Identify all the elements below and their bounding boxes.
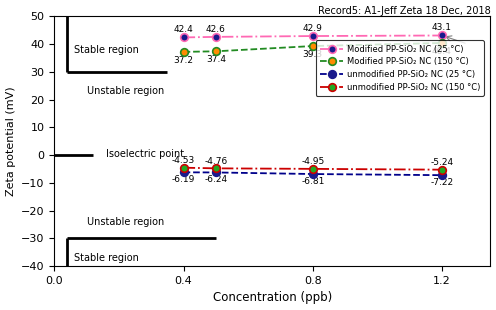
unmodified PP-SiO₂ NC (25 °C) bbox=[310, 172, 316, 176]
X-axis label: Concentration (ppb): Concentration (ppb) bbox=[213, 291, 332, 304]
unmodified PP-SiO₂ NC (150 °C) bbox=[213, 166, 219, 170]
unmodified PP-SiO₂ NC (150 °C) bbox=[310, 167, 316, 171]
Modified PP-SiO₂ NC (150 °C) bbox=[181, 50, 186, 54]
Modified PP-SiO₂ NC (150 °C) bbox=[439, 41, 445, 45]
Modified PP-SiO₂ NC (25 °C) bbox=[310, 34, 316, 38]
unmodified PP-SiO₂ NC (150 °C) bbox=[439, 168, 445, 171]
Text: -6.19: -6.19 bbox=[172, 175, 195, 184]
Text: 40.4: 40.4 bbox=[432, 47, 452, 56]
Text: 42.6: 42.6 bbox=[206, 24, 226, 33]
unmodified PP-SiO₂ NC (25 °C) bbox=[439, 173, 445, 177]
Text: 42.9: 42.9 bbox=[303, 24, 323, 33]
Modified PP-SiO₂ NC (25 °C) bbox=[439, 33, 445, 37]
Line: Modified PP-SiO₂ NC (25 °C): Modified PP-SiO₂ NC (25 °C) bbox=[180, 32, 446, 41]
Text: 37.4: 37.4 bbox=[206, 55, 226, 64]
Text: Stable region: Stable region bbox=[74, 45, 138, 55]
Y-axis label: Zeta potential (mV): Zeta potential (mV) bbox=[5, 86, 15, 196]
Text: -4.95: -4.95 bbox=[301, 157, 324, 166]
unmodified PP-SiO₂ NC (25 °C) bbox=[181, 170, 186, 174]
Text: Stable region: Stable region bbox=[74, 253, 138, 263]
Text: 37.2: 37.2 bbox=[174, 56, 193, 65]
Text: 39.3: 39.3 bbox=[303, 50, 323, 59]
Modified PP-SiO₂ NC (25 °C) bbox=[213, 35, 219, 39]
Modified PP-SiO₂ NC (25 °C) bbox=[181, 36, 186, 39]
Text: -5.24: -5.24 bbox=[431, 158, 453, 167]
unmodified PP-SiO₂ NC (25 °C) bbox=[213, 170, 219, 174]
Line: unmodified PP-SiO₂ NC (25 °C): unmodified PP-SiO₂ NC (25 °C) bbox=[180, 169, 446, 179]
Text: Record5: A1-Jeff Zeta 18 Dec, 2018: Record5: A1-Jeff Zeta 18 Dec, 2018 bbox=[318, 6, 491, 16]
Modified PP-SiO₂ NC (150 °C) bbox=[310, 44, 316, 48]
unmodified PP-SiO₂ NC (150 °C) bbox=[181, 166, 186, 170]
Text: -6.24: -6.24 bbox=[204, 175, 228, 184]
Text: -4.76: -4.76 bbox=[204, 157, 228, 166]
Line: Modified PP-SiO₂ NC (150 °C): Modified PP-SiO₂ NC (150 °C) bbox=[180, 39, 446, 56]
Text: 43.1: 43.1 bbox=[432, 23, 452, 32]
Legend: Modified PP-SiO₂ NC (25 °C), Modified PP-SiO₂ NC (150 °C), unmodified PP-SiO₂ NC: Modified PP-SiO₂ NC (25 °C), Modified PP… bbox=[316, 41, 484, 96]
Line: unmodified PP-SiO₂ NC (150 °C): unmodified PP-SiO₂ NC (150 °C) bbox=[180, 164, 446, 174]
Modified PP-SiO₂ NC (150 °C) bbox=[213, 50, 219, 53]
Text: Isoelectric point: Isoelectric point bbox=[106, 149, 184, 159]
Text: -7.22: -7.22 bbox=[431, 178, 453, 187]
Text: 42.4: 42.4 bbox=[174, 25, 193, 34]
Text: Unstable region: Unstable region bbox=[87, 86, 164, 96]
Text: Unstable region: Unstable region bbox=[87, 217, 164, 227]
Text: -6.81: -6.81 bbox=[301, 177, 324, 186]
Text: -4.53: -4.53 bbox=[172, 156, 195, 165]
